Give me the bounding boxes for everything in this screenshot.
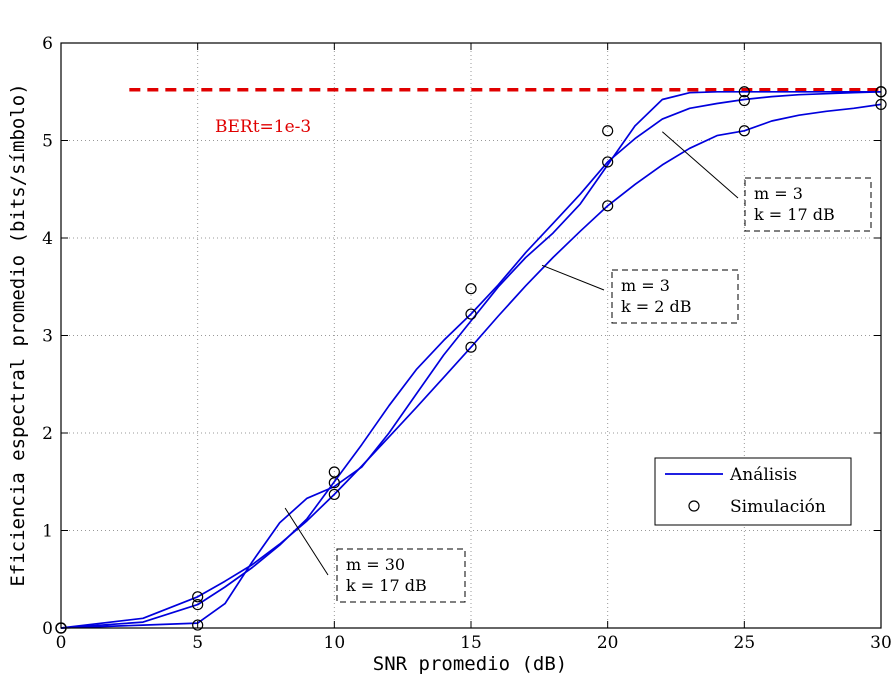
simulation-point: [192, 619, 204, 631]
y-tick-label: 2: [42, 424, 53, 444]
series-1: [55, 86, 887, 634]
analysis-line: [60, 90, 882, 629]
annotation-pointer: [284, 507, 329, 576]
x-axis-label: SNR promedio (dB): [373, 653, 567, 675]
x-tick-label: 20: [597, 633, 619, 653]
annotation-text: k = 17 dB: [346, 576, 427, 595]
legend-circle-swatch: [688, 500, 700, 512]
grid: [61, 43, 881, 628]
y-tick-label: 3: [42, 327, 53, 347]
x-tick-label: 5: [192, 633, 203, 653]
simulation-point: [738, 86, 750, 98]
y-tick-label: 1: [42, 522, 53, 542]
simulation-point: [465, 283, 477, 295]
axes: 0 5 10 15 20 25 30 0 1 2 3 4 5 6: [42, 34, 892, 653]
reference-line-group: BERt=1e-3: [129, 88, 881, 137]
simulation-point: [602, 156, 614, 168]
annotation-text: m = 30: [346, 555, 405, 574]
x-tick-label: 30: [870, 633, 892, 653]
simulation-point: [465, 308, 477, 320]
x-tick-label: 15: [460, 633, 482, 653]
simulation-point: [328, 466, 340, 478]
legend-label-analisis: Análisis: [729, 465, 797, 485]
annotations: m = 30 k = 17 dB m = 3 k = 2 dB m = 3 k = 17 …: [284, 131, 872, 603]
annotation-pointer: [541, 264, 605, 291]
annotation-text: k = 17 dB: [754, 205, 835, 224]
x-tick-label: 0: [56, 633, 67, 653]
annotation-box: [611, 269, 739, 324]
annotation-pointer: [662, 131, 739, 199]
analysis-line: [60, 103, 882, 629]
simulation-point: [192, 598, 204, 611]
annotation-text: m = 3: [754, 184, 803, 203]
annotation-box: [744, 177, 872, 232]
annotation-box: [336, 548, 466, 603]
y-tick-label: 0: [42, 619, 53, 639]
legend: Análisis Simulación: [654, 457, 852, 526]
simulation-point: [738, 125, 750, 137]
annotation-text: k = 2 dB: [621, 297, 692, 316]
simulation-point: [328, 477, 340, 489]
reference-line-label: BERt=1e-3: [215, 117, 311, 137]
y-tick-label: 4: [42, 229, 53, 249]
series-group: [55, 86, 887, 634]
simulation-point: [602, 125, 614, 137]
simulation-point: [738, 94, 750, 107]
legend-label-simulacion: Simulación: [730, 497, 826, 517]
y-axis-label: Eficiencia espectral promedio (bits/símb…: [7, 83, 29, 586]
x-tick-label: 10: [324, 633, 346, 653]
simulation-point: [328, 488, 340, 501]
simulation-point: [192, 591, 204, 603]
simulation-point: [465, 341, 477, 353]
y-tick-label: 5: [42, 132, 53, 152]
series-3: [55, 98, 887, 634]
annotation-2: m = 3 k = 2 dB: [541, 264, 739, 324]
y-tick-label: 6: [42, 34, 53, 54]
analysis-line: [60, 90, 881, 629]
annotation-3: m = 3 k = 17 dB: [662, 131, 872, 232]
annotation-1: m = 30 k = 17 dB: [284, 507, 466, 603]
simulation-point: [602, 200, 614, 212]
legend-box: [654, 457, 852, 526]
annotation-text: m = 3: [621, 276, 670, 295]
x-tick-label: 25: [734, 633, 756, 653]
